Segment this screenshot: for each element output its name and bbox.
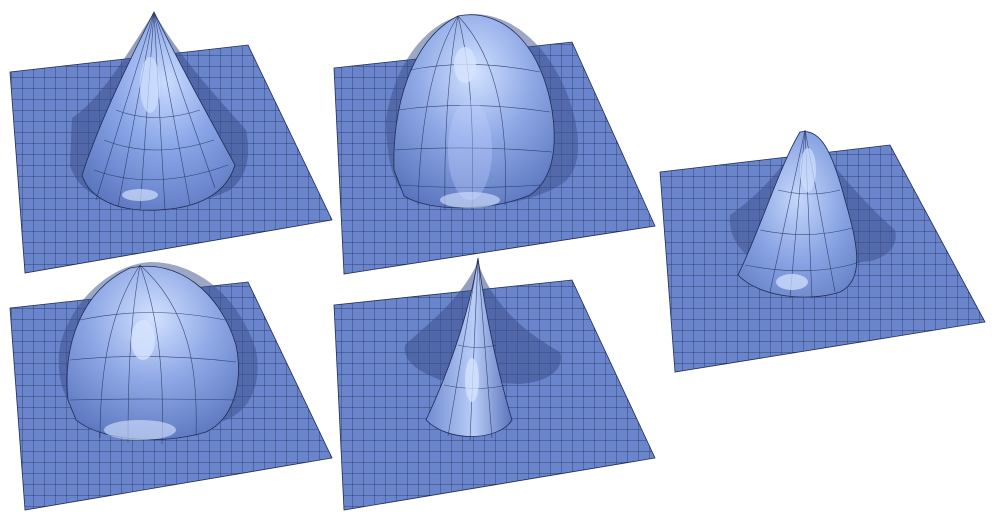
- surface-cone-peak: [9, 11, 333, 274]
- surface-gaussian-bump: [659, 129, 986, 373]
- surface-narrow-spike: [333, 257, 656, 511]
- surface-wide-dome: [333, 13, 656, 275]
- surface-wide-dome-lower: [9, 262, 333, 511]
